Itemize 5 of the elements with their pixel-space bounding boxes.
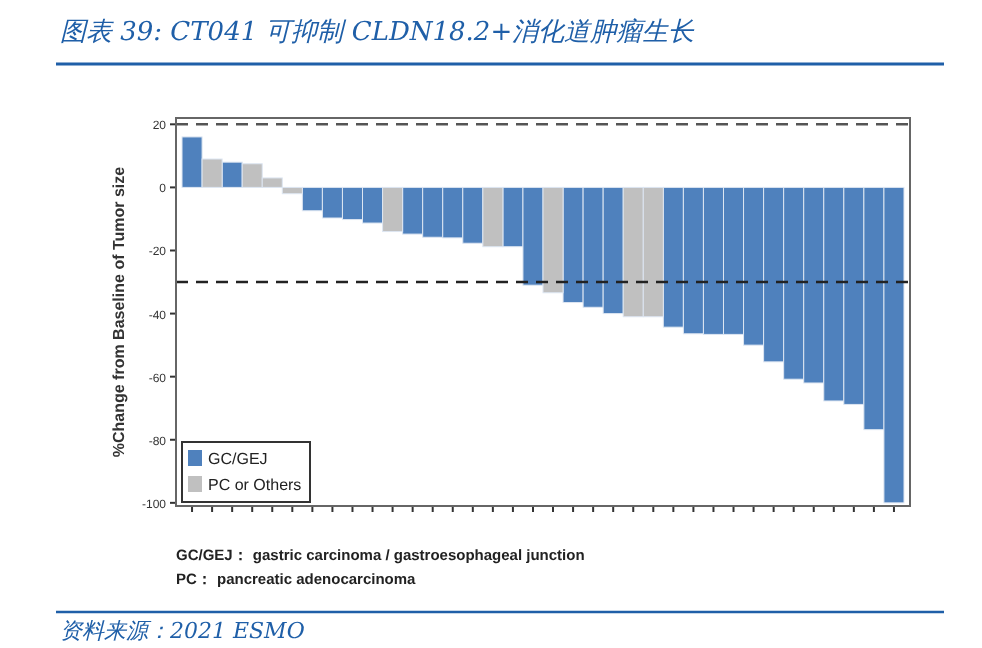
y-axis-title: %Change from Baseline of Tumor size [110,165,128,458]
chart-title: 图表 39: CT041 可抑制 CLDN18.2+消化道肿瘤生长 [60,16,697,48]
legend-label: GC/GEJ [208,450,268,468]
text: 资料来源：2021 ESMO [60,618,305,644]
legend-label: PC or Others [208,476,302,494]
